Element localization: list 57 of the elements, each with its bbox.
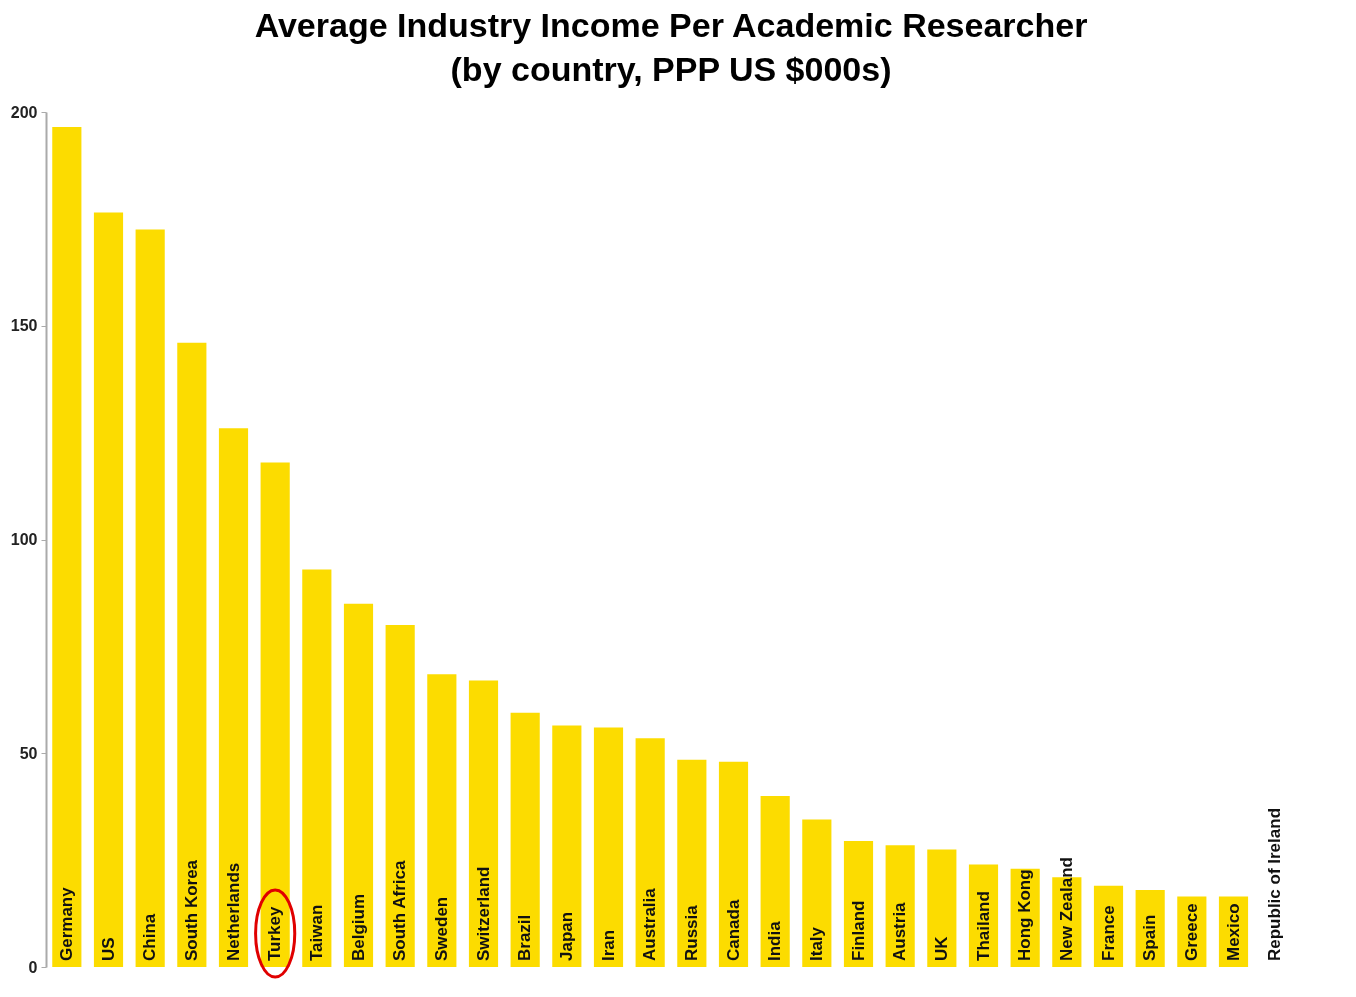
x-tick-label: Switzerland (473, 866, 493, 961)
y-tick-label: 200 (10, 103, 38, 121)
x-tick-label: Taiwan (306, 904, 326, 961)
bar (260, 462, 290, 967)
bar (427, 674, 457, 967)
x-tick-label: Hong Kong (1015, 869, 1035, 961)
bar (927, 849, 957, 967)
bar (677, 759, 707, 967)
x-tick-label: Italy (806, 926, 826, 961)
x-tick-label: New Zealand (1056, 857, 1076, 961)
bar (510, 712, 540, 967)
bar (760, 796, 790, 967)
text: Average Industry Income Per Academic Researcher (254, 6, 1088, 44)
x-tick-label: Austria (890, 901, 910, 961)
bar (135, 229, 165, 967)
x-tick-label: Thailand (973, 891, 993, 961)
bar (93, 212, 124, 967)
bar (52, 126, 82, 967)
bar (593, 727, 624, 967)
x-tick-label: Mexico (1223, 903, 1243, 961)
x-tick-label: Greece (1181, 903, 1201, 961)
y-tick-label: 150 (10, 317, 38, 335)
x-tick-label: South Africa (390, 860, 410, 961)
bar (385, 625, 415, 967)
x-tick-label: Brazil (515, 914, 535, 961)
x-tick-label: US (98, 937, 118, 961)
x-tick-label: Canada (723, 899, 743, 961)
x-tick-label: China (140, 913, 160, 961)
x-tick-label: Russia (681, 904, 701, 961)
x-tick-label: Netherlands (223, 862, 243, 961)
x-tick-label: India (765, 920, 785, 961)
x-tick-label: South Korea (181, 859, 201, 961)
bar (802, 819, 832, 967)
bar (343, 603, 374, 967)
text: (by country, PPP US $000s) (450, 50, 892, 88)
bar (552, 725, 582, 967)
x-tick-label: UK (931, 935, 951, 961)
bar (468, 680, 499, 967)
bar (718, 761, 749, 967)
x-tick-label: Japan (556, 911, 576, 961)
bar (635, 738, 665, 967)
x-tick-label: Finland (848, 900, 868, 961)
x-tick-label: Spain (1140, 914, 1160, 961)
x-tick-label: Germany (56, 886, 76, 961)
x-tick-label: Australia (640, 887, 660, 961)
y-tick-label: 100 (10, 531, 38, 548)
x-tick-label: Iran (598, 929, 618, 961)
x-tick-label: Turkey (265, 905, 285, 961)
x-tick-label: Sweden (431, 896, 451, 961)
bar (177, 342, 207, 967)
bar (218, 428, 249, 967)
y-tick-label: 0 (28, 958, 38, 976)
x-tick-label: Belgium (348, 893, 368, 961)
x-tick-label: Republic of Ireland (1265, 807, 1285, 961)
y-tick-label: 50 (19, 744, 38, 762)
bar (302, 569, 332, 967)
x-tick-label: France (1098, 905, 1118, 961)
